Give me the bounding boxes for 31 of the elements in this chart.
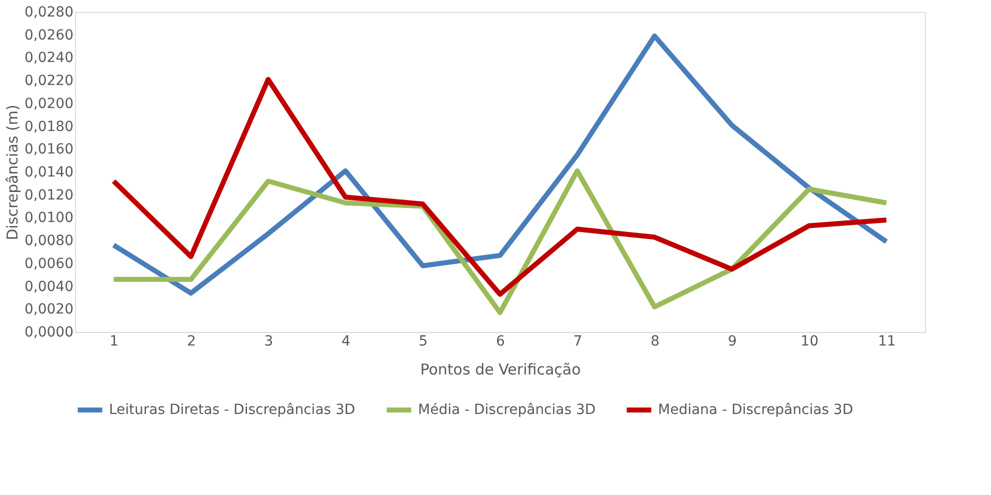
x-tick-label: 1 [110,334,119,350]
y-tick-label: 0,0000 [24,324,74,340]
y-tick-label: 0,0080 [24,233,74,250]
x-tick-label: 4 [341,334,350,350]
x-tick-label: 10 [800,334,819,350]
y-tick-label: 0,0120 [24,187,74,204]
y-tick-label: 0,0060 [24,256,74,272]
legend-label: Média - Discrepâncias 3D [418,402,596,418]
x-tick-label: 3 [264,334,274,350]
legend-label: Mediana - Discrepâncias 3D [658,402,854,418]
y-tick-label: 0,0220 [24,73,74,90]
y-tick-label: 0,0020 [24,302,74,318]
y-tick-label: 0,0180 [24,118,74,135]
y-tick-label: 0,0260 [24,27,74,44]
y-tick-label: 0,0100 [24,210,74,226]
x-tick-label: 9 [728,334,737,350]
x-tick-label: 11 [878,334,896,350]
y-tick-label: 0,0040 [24,278,74,295]
x-tick-label: 2 [186,334,196,350]
x-axis-title: Pontos de Verificação [420,360,581,378]
y-axis-title: Discrepâncias (m) [4,104,22,240]
y-tick-label: 0,0200 [24,96,74,112]
y-tick-label: 0,0140 [24,164,74,180]
y-tick-label: 0,0240 [24,50,74,66]
y-tick-label: 0,0280 [24,4,74,20]
x-tick-label: 5 [418,334,428,350]
y-tick-label: 0,0160 [24,142,74,158]
x-tick-label: 6 [496,334,506,350]
x-tick-label: 7 [573,334,582,350]
legend-label: Leituras Diretas - Discrepâncias 3D [109,402,356,418]
x-tick-label: 8 [650,334,660,350]
